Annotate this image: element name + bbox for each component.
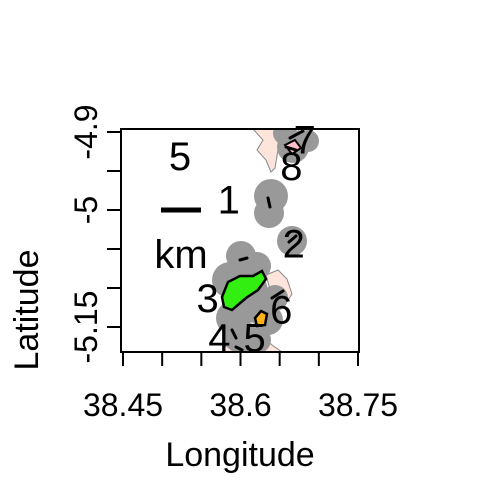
orange-area-polygon [253, 309, 269, 328]
site-outline [284, 145, 298, 152]
site-outline [238, 256, 249, 262]
green-area-polygon [220, 269, 268, 312]
site-label: 6 [270, 289, 292, 333]
scale-bar-value: 5 [169, 135, 191, 179]
buffer-circle [245, 327, 271, 352]
site-outline-layer [230, 129, 305, 352]
site-label: 8 [280, 145, 302, 189]
scale-bar: 5 km [154, 135, 207, 277]
scale-bar-unit: km [154, 233, 207, 277]
y-axis: -4.9 -5 -5.15 [68, 104, 122, 364]
x-axis-tick-label: 38.45 [83, 387, 163, 423]
buffer-circle [254, 198, 284, 228]
site-labels: 12 34 56 78 [196, 119, 315, 361]
site-outline [234, 345, 244, 352]
site-label: 2 [283, 222, 305, 266]
site-outline [266, 196, 272, 209]
x-axis-tick-label: 38.75 [318, 387, 398, 423]
site-outline [288, 129, 305, 140]
x-axis: 38.45 38.6 38.75 [83, 351, 398, 423]
y-axis-tick-label: -5 [68, 196, 104, 224]
site-outline [230, 328, 238, 340]
site-label: 7 [294, 119, 316, 163]
map-plot-area [212, 129, 319, 352]
buffer-circle [297, 130, 319, 152]
site-label: 1 [218, 179, 240, 223]
site-outline [287, 234, 298, 244]
y-axis-tick-label: -5.15 [68, 291, 104, 364]
x-axis-title: Longitude [165, 436, 314, 474]
x-axis-tick-label: 38.6 [209, 387, 271, 423]
y-axis-title: Latitude [8, 250, 46, 371]
site-label: 3 [196, 277, 218, 321]
site-label: 5 [243, 317, 265, 361]
site-outline [270, 289, 285, 300]
site-label: 4 [208, 317, 230, 361]
y-axis-tick-label: -4.9 [68, 104, 104, 159]
